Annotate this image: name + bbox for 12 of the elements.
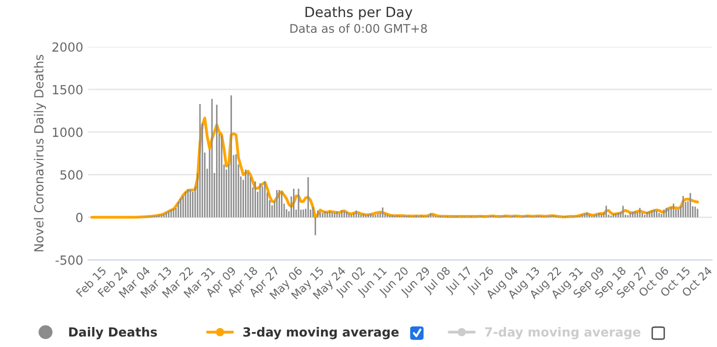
y-tick-label: 500 — [60, 170, 82, 180]
line-series — [90, 116, 699, 219]
chart-title: Deaths per Day — [306, 6, 412, 20]
legend-label: 3-day moving average — [243, 327, 399, 340]
y-tick-label: 2000 — [52, 42, 82, 52]
chart-subtitle: Data as of 0:00 GMT+8 — [290, 24, 427, 33]
y-tick-label: 1000 — [52, 128, 82, 137]
y-axis-title: Novel Coronavirus Daily Deaths — [34, 54, 46, 252]
y-tick-label: 0 — [76, 212, 82, 222]
y-tick-label: 1500 — [52, 84, 82, 94]
y-tick-label: -500 — [56, 255, 82, 265]
legend-label: Daily Deaths — [69, 327, 157, 340]
